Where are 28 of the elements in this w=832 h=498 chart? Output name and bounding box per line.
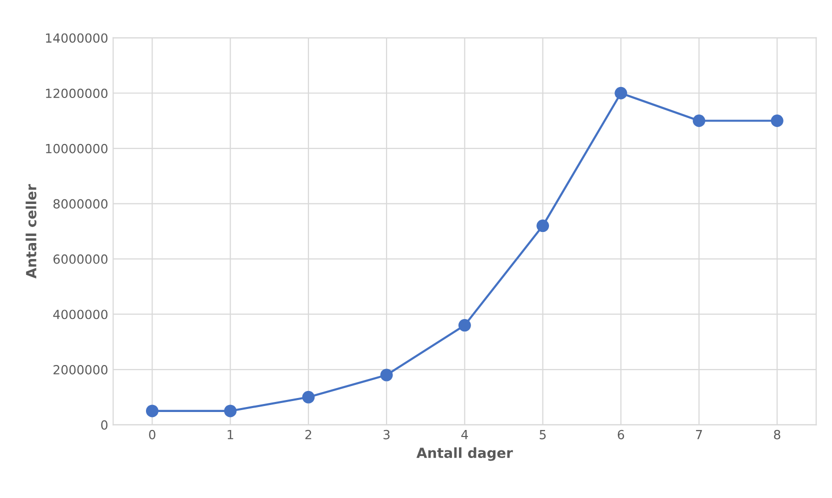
- x-axis-title: Antall dager: [416, 447, 513, 461]
- x-tick-label: 1: [228, 430, 234, 440]
- x-tick-label: 5: [540, 430, 546, 440]
- x-tick-label: 2: [305, 430, 312, 440]
- y-tick-label: 8000000: [53, 199, 108, 209]
- y-tick-label: 10000000: [46, 144, 108, 154]
- y-axis-title: Antall celler: [26, 184, 36, 278]
- x-tick-label: 3: [384, 430, 390, 440]
- point: [302, 390, 315, 404]
- x-tick-label: 6: [618, 430, 624, 440]
- point: [770, 114, 784, 128]
- y-tick-label: 14000000: [46, 33, 108, 43]
- point: [458, 319, 471, 332]
- point: [380, 368, 393, 382]
- y-tick-label: 6000000: [53, 254, 108, 264]
- x-tick-label: 4: [461, 430, 468, 440]
- x-tick-label: 7: [696, 430, 702, 440]
- point: [692, 114, 706, 128]
- x-tick-label: 0: [149, 430, 156, 440]
- y-tick-label: 4000000: [53, 310, 108, 320]
- point: [146, 404, 158, 418]
- y-tick-label: 0: [101, 420, 108, 430]
- point: [224, 404, 237, 418]
- x-tick-label: 8: [774, 430, 780, 440]
- point: [536, 220, 550, 232]
- y-tick-label: 2000000: [54, 364, 108, 374]
- point: [614, 86, 628, 100]
- y-tick-label: 12000000: [46, 88, 108, 98]
